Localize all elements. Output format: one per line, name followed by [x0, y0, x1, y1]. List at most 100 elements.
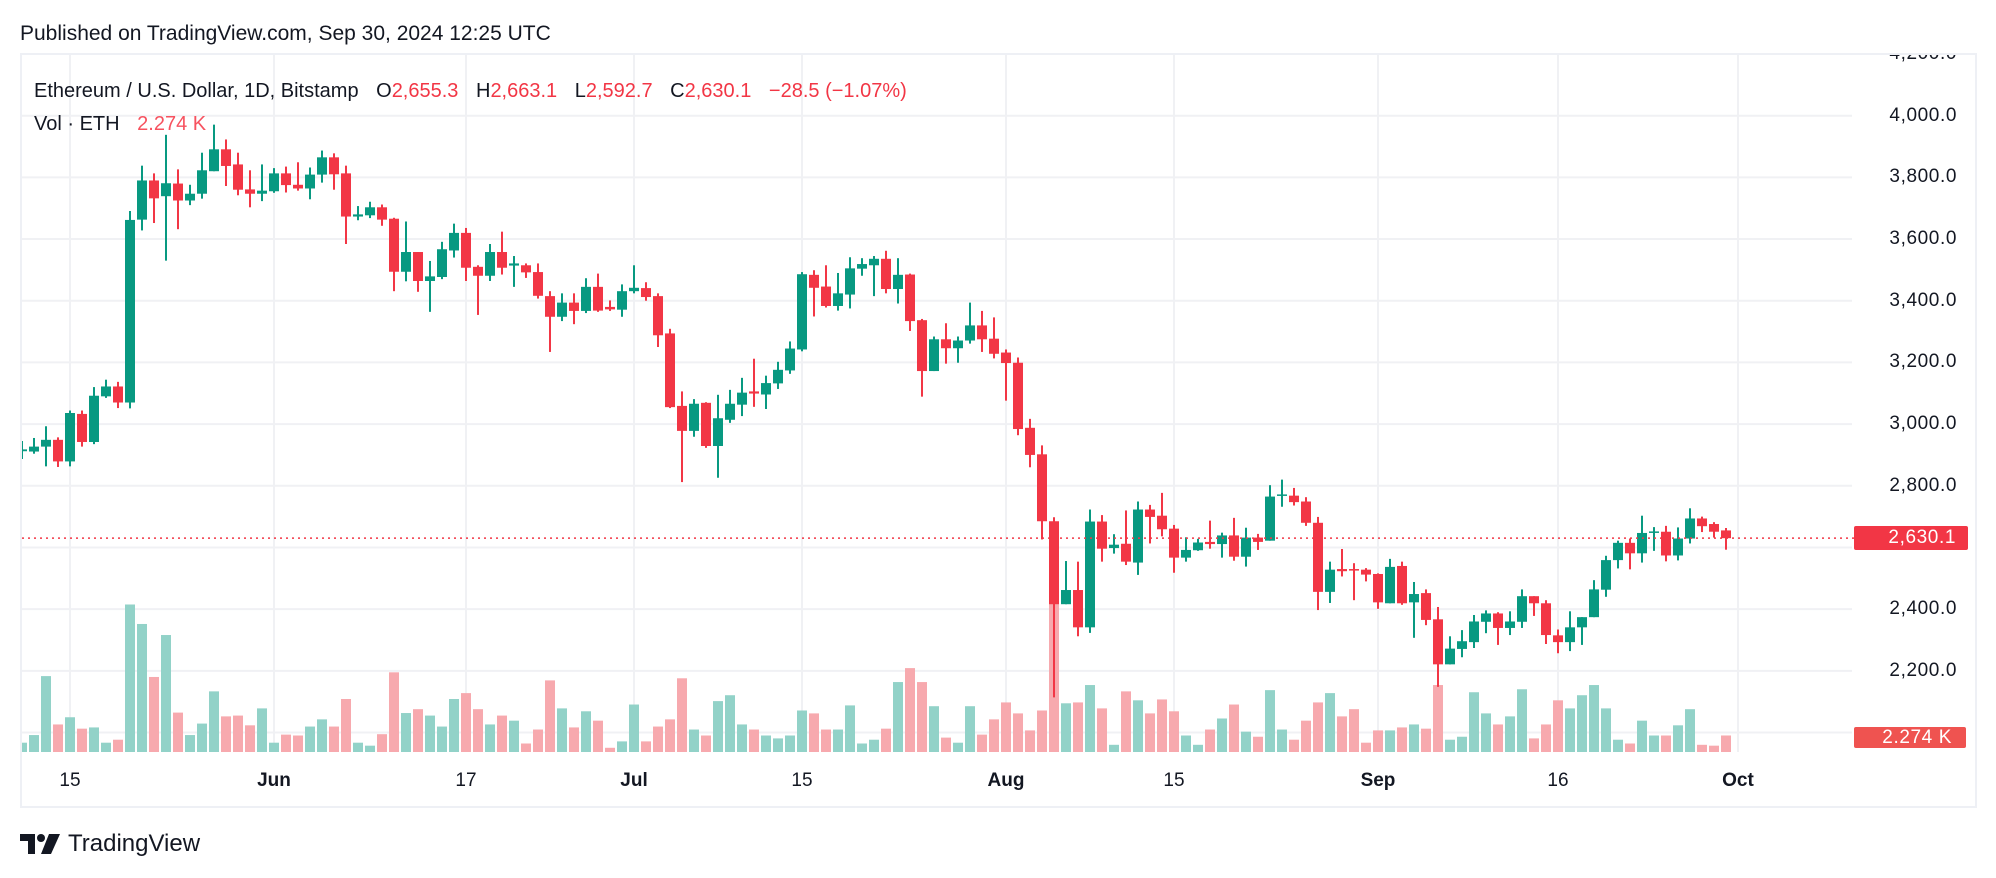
candle[interactable] [1397, 561, 1407, 605]
candle[interactable] [1013, 357, 1023, 436]
candle[interactable] [629, 265, 639, 294]
candle[interactable] [101, 379, 111, 398]
candle[interactable] [1541, 600, 1551, 644]
candle[interactable] [533, 263, 543, 299]
candle[interactable] [1457, 630, 1467, 658]
candle[interactable] [41, 426, 51, 467]
candle[interactable] [1601, 555, 1611, 597]
candle[interactable] [1349, 563, 1359, 601]
candle[interactable] [1193, 538, 1203, 551]
candle[interactable] [1037, 445, 1047, 540]
candle[interactable] [485, 243, 495, 282]
candle[interactable] [1229, 517, 1239, 561]
candle[interactable] [341, 165, 351, 244]
candle[interactable] [473, 265, 483, 315]
candle[interactable] [737, 377, 747, 417]
candle[interactable] [1697, 516, 1707, 533]
candle[interactable] [437, 241, 447, 280]
candle[interactable] [929, 336, 939, 372]
candle[interactable] [1649, 527, 1659, 551]
candle[interactable] [1085, 509, 1095, 633]
candle[interactable] [809, 270, 819, 317]
candle[interactable] [509, 256, 519, 287]
candle[interactable] [869, 256, 879, 297]
candle[interactable] [1109, 534, 1119, 554]
candle[interactable] [17, 441, 27, 459]
candle[interactable] [773, 361, 783, 389]
candle[interactable] [1205, 520, 1215, 549]
candle[interactable] [137, 165, 147, 231]
candle[interactable] [1505, 611, 1515, 636]
candle[interactable] [593, 273, 603, 312]
candle[interactable] [1337, 549, 1347, 577]
candle[interactable] [365, 201, 375, 219]
candle[interactable] [377, 204, 387, 226]
candle[interactable] [1265, 485, 1275, 541]
candle[interactable] [281, 166, 291, 193]
candle[interactable] [77, 410, 87, 447]
candle[interactable] [1433, 606, 1443, 687]
candle[interactable] [641, 282, 651, 301]
candle[interactable] [833, 272, 843, 311]
candle[interactable] [605, 300, 615, 311]
candle[interactable] [317, 150, 327, 183]
candle[interactable] [1553, 629, 1563, 654]
tradingview-brand[interactable]: TradingView [20, 830, 200, 858]
candle[interactable] [581, 278, 591, 314]
candle[interactable] [125, 210, 135, 409]
candle[interactable] [353, 206, 363, 221]
candle[interactable] [917, 318, 927, 397]
candle[interactable] [1277, 479, 1287, 507]
candle[interactable] [1637, 515, 1647, 563]
candle[interactable] [149, 173, 159, 224]
candle[interactable] [725, 389, 735, 423]
candle[interactable] [977, 310, 987, 352]
candle[interactable] [1181, 537, 1191, 562]
candle[interactable] [1409, 582, 1419, 638]
candle[interactable] [965, 302, 975, 344]
candle[interactable] [1493, 612, 1503, 645]
candle[interactable] [905, 273, 915, 331]
candle[interactable] [1157, 492, 1167, 537]
candle[interactable] [1145, 504, 1155, 544]
candle[interactable] [461, 227, 471, 282]
candle[interactable] [497, 231, 507, 275]
candle[interactable] [521, 263, 531, 278]
candle[interactable] [1061, 561, 1071, 605]
candle[interactable] [329, 153, 339, 190]
candle[interactable] [665, 328, 675, 409]
candle[interactable] [65, 410, 75, 467]
candle[interactable] [569, 293, 579, 325]
candle[interactable] [1661, 525, 1671, 562]
candle[interactable] [1589, 580, 1599, 618]
candle[interactable] [893, 258, 903, 304]
candle[interactable] [449, 223, 459, 258]
candle[interactable] [653, 293, 663, 347]
candle[interactable] [245, 170, 255, 208]
candle[interactable] [1577, 617, 1587, 645]
candle[interactable] [689, 399, 699, 437]
candle[interactable] [1049, 517, 1059, 698]
price-axis[interactable]: 4,200.0 4,000.0 3,800.0 3,600.0 3,400.0 3,200… [1854, 55, 1975, 755]
candle[interactable] [185, 184, 195, 206]
candle[interactable] [1673, 527, 1683, 561]
candle[interactable] [677, 391, 687, 483]
candle[interactable] [1517, 589, 1527, 628]
candle[interactable] [53, 437, 63, 467]
candle[interactable] [557, 293, 567, 322]
candle[interactable] [29, 437, 39, 454]
candle[interactable] [293, 162, 303, 191]
candle[interactable] [1301, 497, 1311, 526]
candle[interactable] [269, 168, 279, 193]
candle[interactable] [305, 167, 315, 200]
candle[interactable] [401, 221, 411, 282]
candle[interactable] [1313, 516, 1323, 611]
candle[interactable] [425, 260, 435, 312]
candle[interactable] [1481, 610, 1491, 634]
candle[interactable] [785, 341, 795, 374]
candle[interactable] [89, 387, 99, 445]
candle[interactable] [1565, 611, 1575, 652]
candle[interactable] [881, 250, 891, 294]
candle[interactable] [413, 252, 423, 292]
candle[interactable] [1709, 522, 1719, 538]
